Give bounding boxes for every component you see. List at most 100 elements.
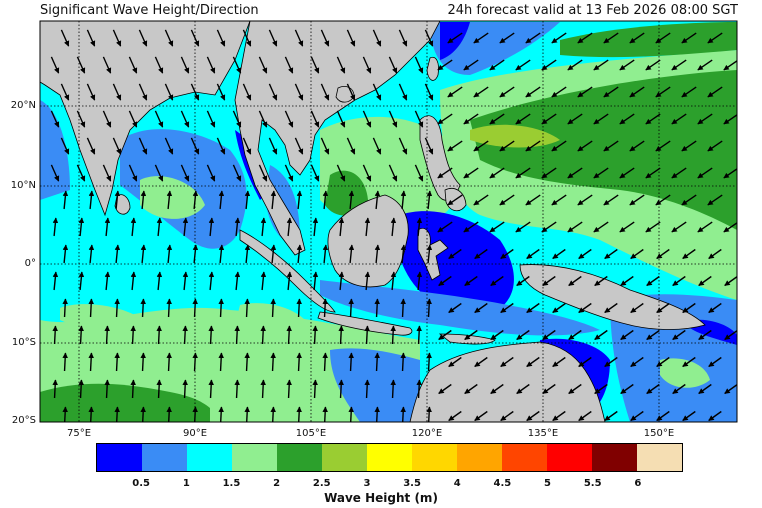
wave-direction-arrow bbox=[270, 190, 277, 210]
wave-direction-arrow bbox=[708, 248, 722, 260]
wave-direction-arrow bbox=[364, 217, 371, 237]
wave-direction-arrow bbox=[322, 298, 328, 318]
wave-direction-arrow bbox=[577, 86, 593, 98]
wave-direction-arrow bbox=[424, 83, 434, 101]
wave-direction-arrow bbox=[114, 406, 120, 422]
wave-direction-arrow bbox=[346, 83, 356, 101]
colorbar-title: Wave Height (m) bbox=[324, 491, 438, 505]
wave-direction-arrow bbox=[336, 56, 346, 74]
wave-direction-arrow bbox=[140, 406, 146, 422]
wave-direction-arrow bbox=[603, 140, 619, 152]
wave-direction-arrow bbox=[348, 244, 355, 264]
colorbar-tick-label: 4.5 bbox=[493, 478, 512, 489]
wave-direction-arrow bbox=[567, 113, 583, 125]
wave-direction-arrow bbox=[244, 244, 251, 264]
wave-direction-arrow bbox=[88, 190, 95, 210]
wave-direction-arrow bbox=[500, 410, 514, 422]
wave-direction-arrow bbox=[156, 379, 162, 399]
lon-label-150e: 150°E bbox=[643, 428, 675, 439]
wave-direction-arrow bbox=[604, 410, 618, 422]
new-guinea-landmass bbox=[519, 264, 706, 330]
wave-direction-arrow bbox=[437, 221, 453, 233]
wave-direction-arrow bbox=[62, 352, 68, 372]
wave-direction-arrow bbox=[182, 217, 189, 237]
wave-direction-arrow bbox=[671, 59, 687, 71]
wave-direction-arrow bbox=[268, 83, 278, 101]
wave-direction-arrow bbox=[50, 110, 60, 128]
wave-zone-2m bbox=[140, 176, 205, 219]
wave-direction-arrow bbox=[320, 29, 330, 47]
wave-direction-arrow bbox=[322, 244, 329, 264]
wave-direction-arrow bbox=[526, 410, 540, 422]
wave-direction-arrow bbox=[130, 325, 136, 345]
wave-direction-arrow bbox=[338, 271, 345, 291]
wave-direction-arrow bbox=[164, 83, 174, 101]
wave-direction-arrow bbox=[400, 298, 406, 318]
wave-direction-arrow bbox=[156, 325, 162, 345]
wave-direction-arrow bbox=[414, 164, 424, 182]
wave-zone-2m bbox=[660, 358, 710, 388]
colorbar-tick-label: 3 bbox=[363, 478, 371, 489]
wave-direction-arrow bbox=[190, 137, 200, 155]
wave-direction-arrow bbox=[620, 275, 634, 287]
wave-direction-arrow bbox=[390, 217, 397, 237]
wave-direction-arrow bbox=[473, 86, 489, 98]
wave-direction-arrow bbox=[655, 32, 671, 44]
wave-direction-arrow bbox=[474, 356, 488, 368]
wave-direction-arrow bbox=[164, 29, 174, 47]
wave-direction-arrow bbox=[242, 29, 252, 47]
wave-direction-arrow bbox=[372, 29, 382, 47]
colorbar-swatch bbox=[412, 444, 457, 471]
wave-direction-arrow bbox=[294, 29, 304, 47]
wave-direction-arrow bbox=[218, 244, 225, 264]
wave-direction-arrow bbox=[232, 164, 242, 182]
wave-direction-arrow bbox=[234, 325, 240, 345]
wave-direction-arrow bbox=[374, 406, 380, 422]
wave-direction-arrow bbox=[156, 217, 163, 237]
wave-direction-arrow bbox=[500, 248, 514, 260]
wave-direction-arrow bbox=[258, 56, 268, 74]
wave-direction-arrow bbox=[128, 164, 138, 182]
wave-direction-arrow bbox=[390, 379, 396, 399]
wave-direction-arrow bbox=[672, 275, 686, 287]
wave-direction-arrow bbox=[707, 140, 723, 152]
wave-direction-arrow bbox=[138, 29, 148, 47]
colorbar-swatch bbox=[502, 444, 547, 471]
wave-direction-arrow bbox=[388, 164, 398, 182]
wave-direction-arrow bbox=[578, 410, 592, 422]
wave-direction-arrow bbox=[364, 379, 370, 399]
wave-direction-arrow bbox=[104, 271, 111, 291]
wave-direction-arrow bbox=[682, 248, 696, 260]
wave-direction-arrow bbox=[645, 167, 661, 179]
wave-direction-arrow bbox=[463, 113, 479, 125]
wave-direction-arrow bbox=[294, 83, 304, 101]
wave-direction-arrow bbox=[286, 379, 292, 399]
wave-direction-arrow bbox=[629, 32, 645, 44]
wave-direction-arrow bbox=[270, 244, 277, 264]
wave-zone-3m bbox=[470, 124, 560, 148]
wave-direction-arrow bbox=[102, 164, 112, 182]
wave-direction-arrow bbox=[619, 167, 635, 179]
wave-direction-arrow bbox=[463, 167, 479, 179]
wave-direction-arrow bbox=[426, 406, 432, 422]
wave-direction-arrow bbox=[310, 56, 320, 74]
colorbar-swatch bbox=[232, 444, 277, 471]
wave-direction-arrow bbox=[473, 32, 489, 44]
wave-direction-arrow bbox=[578, 248, 592, 260]
wave-direction-arrow bbox=[577, 140, 593, 152]
wave-direction-arrow bbox=[88, 244, 95, 264]
wave-direction-arrow bbox=[348, 298, 354, 318]
wave-direction-arrow bbox=[577, 194, 593, 206]
wave-direction-arrow bbox=[138, 83, 148, 101]
colorbar bbox=[96, 443, 683, 472]
wave-zone-2-5m bbox=[560, 22, 737, 58]
wave-direction-arrow bbox=[541, 167, 557, 179]
wave-direction-arrow bbox=[346, 29, 356, 47]
wave-direction-arrow bbox=[630, 248, 644, 260]
wave-direction-arrow bbox=[463, 221, 479, 233]
wave-direction-arrow bbox=[464, 275, 478, 287]
wave-direction-arrow bbox=[672, 329, 686, 341]
wave-direction-arrow bbox=[655, 194, 671, 206]
wave-direction-arrow bbox=[242, 137, 252, 155]
wave-direction-arrow bbox=[268, 29, 278, 47]
